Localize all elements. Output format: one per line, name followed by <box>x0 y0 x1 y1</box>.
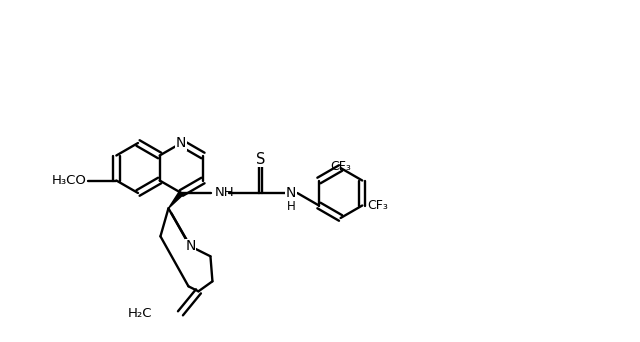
Text: CF₃: CF₃ <box>367 199 388 212</box>
Text: S: S <box>255 152 265 167</box>
Text: N: N <box>286 186 296 200</box>
Text: NH: NH <box>214 186 234 199</box>
Text: H: H <box>287 199 296 212</box>
Text: H₃CO: H₃CO <box>51 174 86 187</box>
Text: CF₃: CF₃ <box>330 160 351 173</box>
Text: H₂C: H₂C <box>128 307 152 320</box>
Text: N: N <box>185 239 196 253</box>
Polygon shape <box>168 192 183 208</box>
Text: N: N <box>176 136 186 150</box>
